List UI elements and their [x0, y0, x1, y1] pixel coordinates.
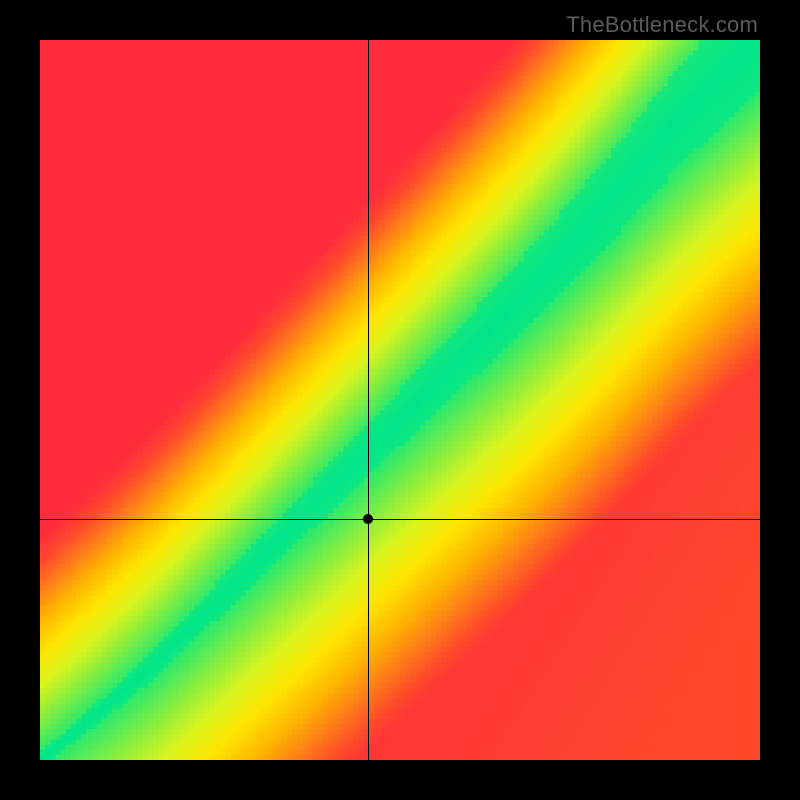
chart-container: TheBottleneck.com [0, 0, 800, 800]
bottleneck-heatmap [40, 40, 760, 760]
watermark-text: TheBottleneck.com [566, 12, 758, 38]
crosshair-horizontal [40, 519, 760, 520]
crosshair-vertical [368, 40, 369, 760]
crosshair-dot [363, 514, 373, 524]
